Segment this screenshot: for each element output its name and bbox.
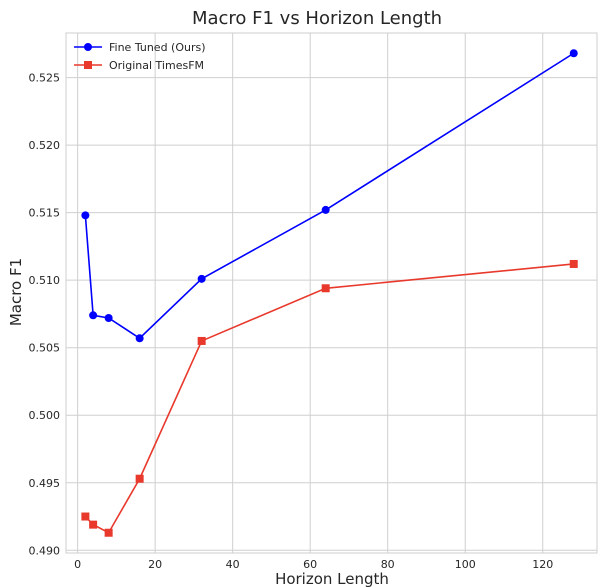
data-point (81, 211, 90, 220)
data-point (104, 313, 113, 322)
data-point (321, 284, 330, 293)
x-tick-label: 0 (74, 558, 81, 571)
x-tick-label: 20 (148, 558, 162, 571)
y-tick-label: 0.505 (29, 342, 61, 355)
x-tick-label: 120 (532, 558, 553, 571)
legend-marker-original (84, 61, 92, 69)
x-tick-label: 100 (455, 558, 476, 571)
x-axis-ticks: 0 20 40 60 80 100 120 (74, 558, 553, 571)
series-group (81, 49, 578, 537)
y-tick-label: 0.515 (29, 207, 61, 220)
data-point (569, 259, 578, 268)
data-point (569, 49, 578, 58)
data-point (135, 334, 144, 343)
y-tick-label: 0.495 (29, 477, 61, 490)
x-tick-label: 80 (381, 558, 395, 571)
legend-label-fine-tuned: Fine Tuned (Ours) (109, 41, 206, 54)
y-axis-ticks: 0.490 0.495 0.500 0.505 0.510 0.515 0.520 0.525 (29, 72, 61, 558)
series-1 (81, 259, 578, 537)
data-point (81, 512, 90, 521)
y-tick-label: 0.500 (29, 409, 61, 422)
chart-title: Macro F1 vs Horizon Length (192, 8, 442, 29)
legend-marker-fine-tuned (84, 43, 92, 51)
y-axis-label: Macro F1 (7, 258, 25, 326)
data-point (135, 474, 144, 483)
series-line-1 (84, 263, 574, 534)
y-tick-label: 0.490 (29, 544, 61, 557)
series-0 (81, 49, 578, 343)
plot-frame (65, 32, 598, 554)
data-point (89, 311, 98, 320)
y-tick-label: 0.525 (29, 72, 61, 85)
y-tick-label: 0.510 (29, 274, 61, 287)
x-tick-label: 40 (226, 558, 240, 571)
x-tick-label: 60 (303, 558, 317, 571)
legend: Fine Tuned (Ours) Original TimesFM (74, 41, 206, 72)
grid (66, 33, 597, 553)
legend-label-original: Original TimesFM (109, 59, 204, 72)
data-point (104, 528, 113, 537)
data-point (321, 205, 330, 214)
y-tick-label: 0.520 (29, 139, 61, 152)
data-point (197, 336, 206, 345)
data-point (89, 520, 98, 529)
series-line-0 (84, 52, 575, 340)
x-axis-label: Horizon Length (275, 570, 389, 588)
data-point (197, 274, 206, 283)
